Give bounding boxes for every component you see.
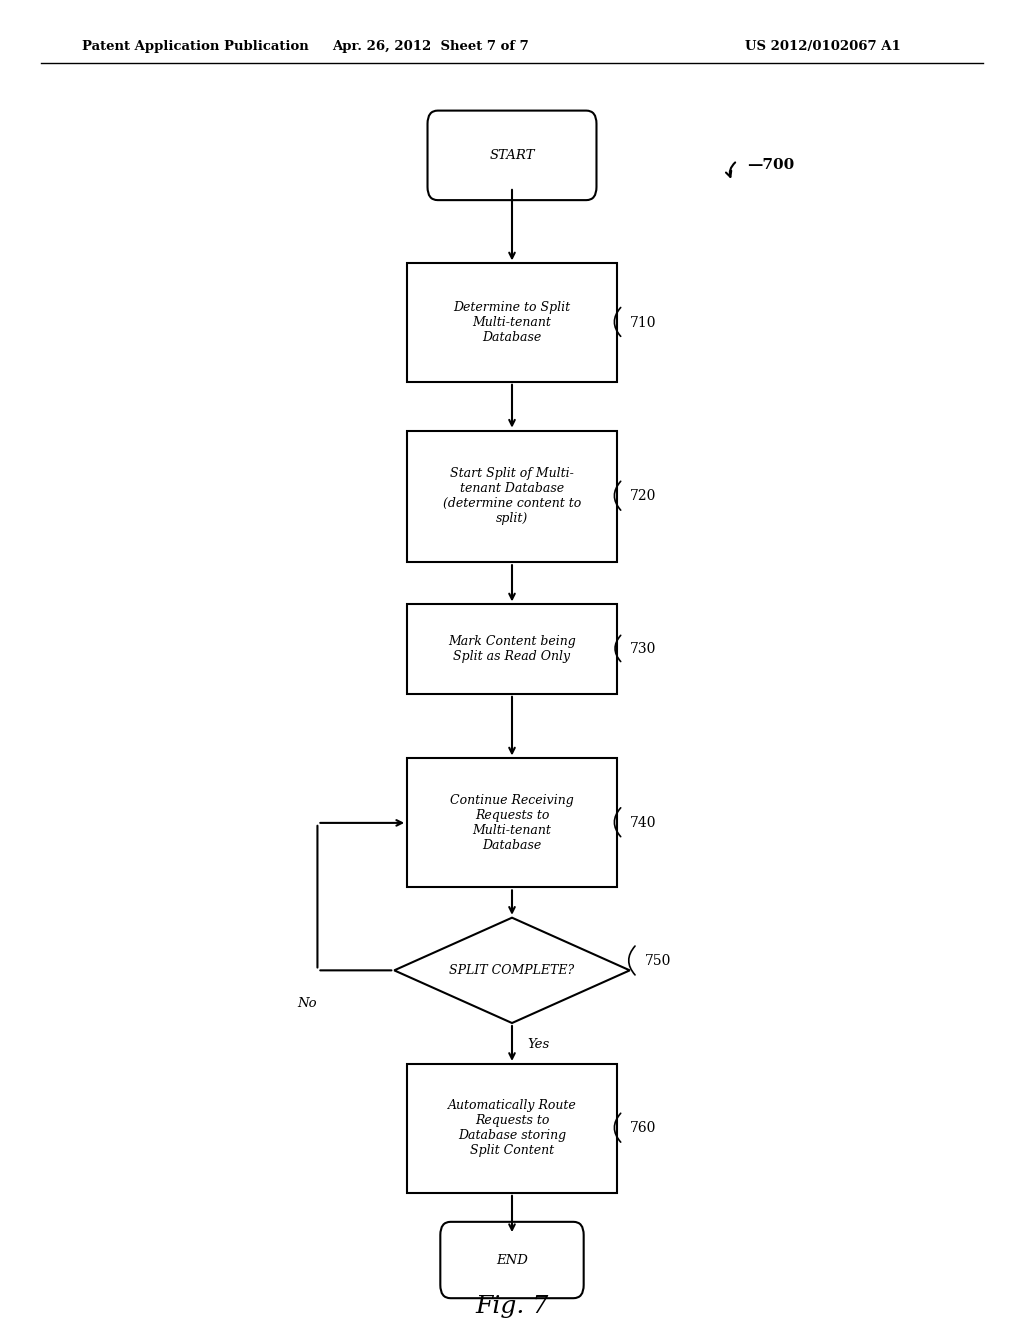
- FancyBboxPatch shape: [428, 111, 596, 201]
- Polygon shape: [394, 917, 630, 1023]
- Text: 720: 720: [630, 490, 656, 503]
- Text: 760: 760: [630, 1122, 656, 1135]
- Bar: [408, 605, 616, 694]
- Bar: [408, 1064, 616, 1193]
- Text: No: No: [297, 997, 317, 1010]
- Text: Automatically Route
Requests to
Database storing
Split Content: Automatically Route Requests to Database…: [447, 1100, 577, 1158]
- Text: US 2012/0102067 A1: US 2012/0102067 A1: [745, 40, 901, 53]
- Bar: [408, 430, 616, 562]
- Bar: [408, 263, 616, 381]
- Text: Fig. 7: Fig. 7: [475, 1295, 549, 1317]
- Text: 710: 710: [630, 315, 656, 330]
- Text: Continue Receiving
Requests to
Multi-tenant
Database: Continue Receiving Requests to Multi-ten…: [451, 793, 573, 851]
- Text: START: START: [489, 149, 535, 162]
- FancyBboxPatch shape: [440, 1222, 584, 1298]
- Text: 750: 750: [645, 954, 672, 968]
- Bar: [408, 759, 616, 887]
- Text: 730: 730: [630, 642, 656, 656]
- Text: END: END: [496, 1254, 528, 1266]
- Text: SPLIT COMPLETE?: SPLIT COMPLETE?: [450, 964, 574, 977]
- Text: Mark Content being
Split as Read Only: Mark Content being Split as Read Only: [449, 635, 575, 663]
- Text: Apr. 26, 2012  Sheet 7 of 7: Apr. 26, 2012 Sheet 7 of 7: [332, 40, 528, 53]
- Text: Determine to Split
Multi-tenant
Database: Determine to Split Multi-tenant Database: [454, 301, 570, 345]
- Text: Yes: Yes: [527, 1038, 550, 1051]
- Text: 740: 740: [630, 816, 656, 830]
- Text: Patent Application Publication: Patent Application Publication: [82, 40, 308, 53]
- Text: Start Split of Multi-
tenant Database
(determine content to
split): Start Split of Multi- tenant Database (d…: [442, 467, 582, 525]
- Text: —700: —700: [748, 157, 795, 172]
